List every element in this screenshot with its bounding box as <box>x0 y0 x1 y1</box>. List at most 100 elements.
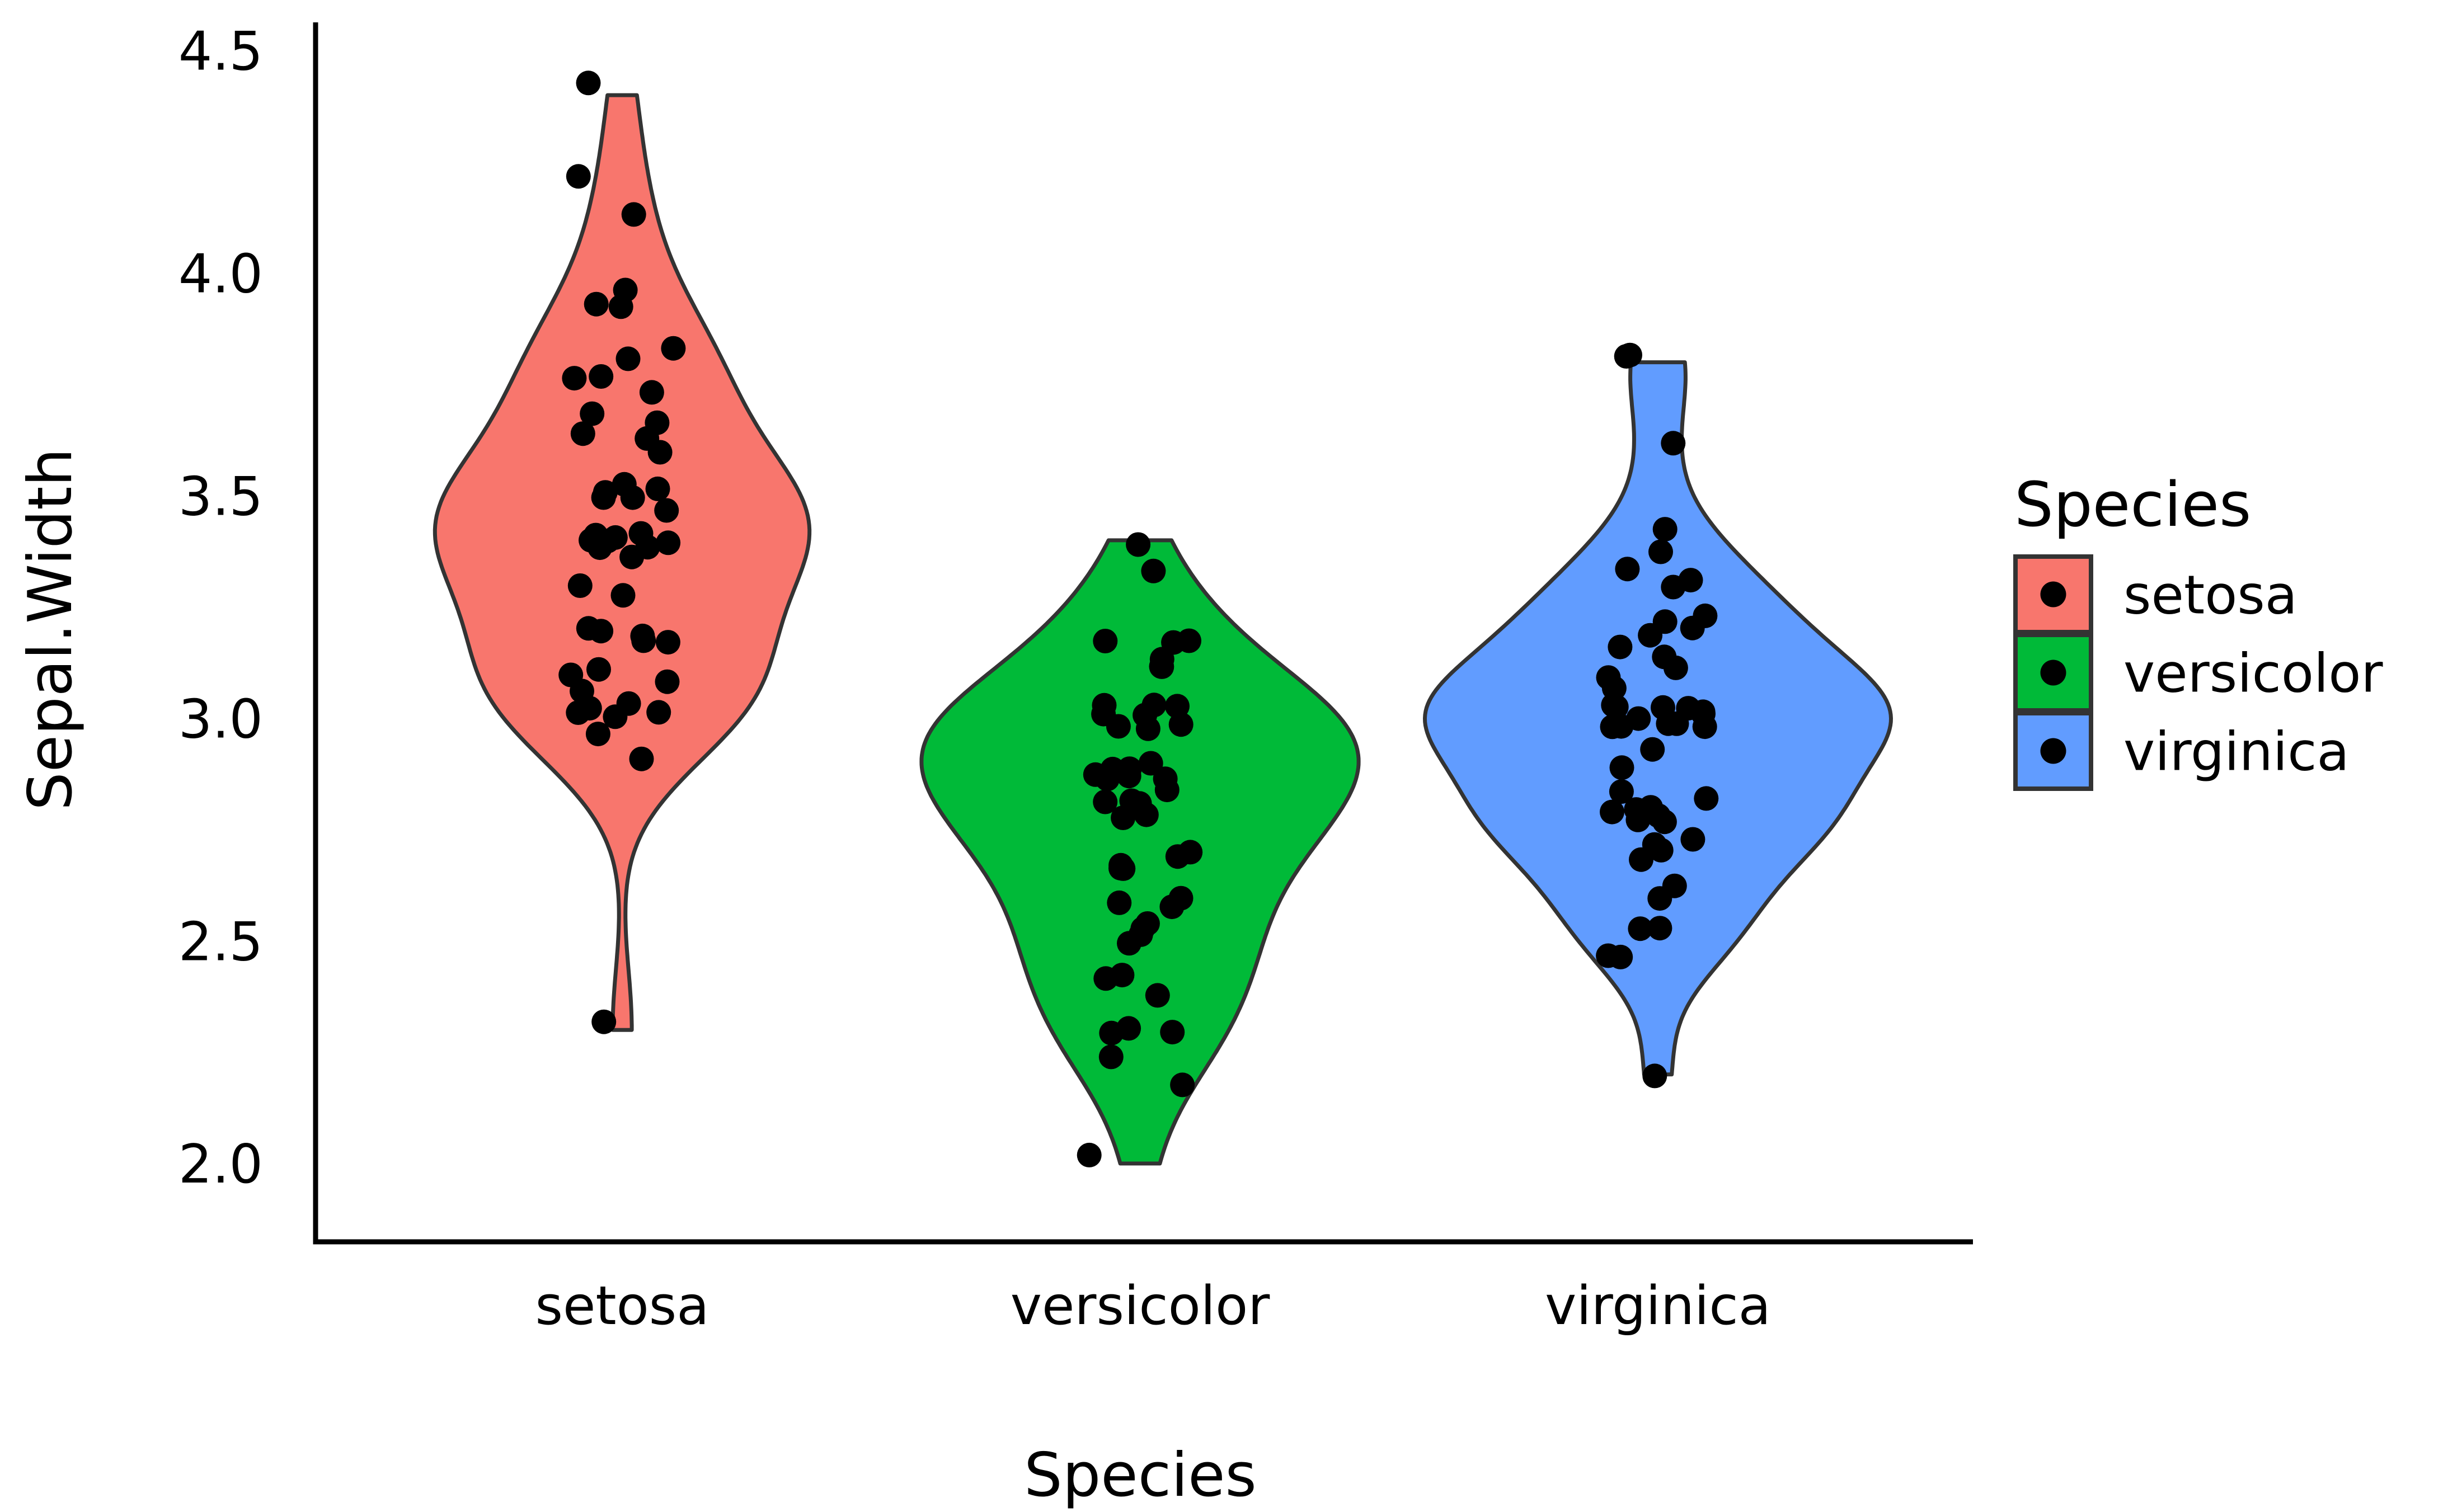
jitter-point-virginica <box>1596 665 1621 690</box>
jitter-point-versicolor <box>1177 628 1201 653</box>
jitter-point-virginica <box>1652 644 1677 670</box>
x-tick-label-versicolor: versicolor <box>1011 1275 1270 1337</box>
jitter-point-setosa <box>576 70 601 96</box>
jitter-point-setosa <box>570 421 595 446</box>
jitter-point-setosa <box>566 700 591 725</box>
jitter-point-setosa <box>589 619 614 644</box>
jitter-point-versicolor <box>1126 532 1151 557</box>
jitter-point-setosa <box>566 164 591 189</box>
jitter-point-setosa <box>615 346 641 371</box>
jitter-point-versicolor <box>1149 647 1174 672</box>
jitter-point-virginica <box>1608 634 1633 660</box>
jitter-point-versicolor <box>1135 716 1160 741</box>
jitter-point-setosa <box>655 630 680 655</box>
jitter-point-virginica <box>1629 847 1653 872</box>
jitter-point-virginica <box>1647 916 1672 941</box>
jitter-point-setosa <box>608 294 633 319</box>
jitter-point-versicolor <box>1141 558 1166 583</box>
jitter-point-virginica <box>1626 706 1651 731</box>
jitter-point-setosa <box>629 746 654 771</box>
jitter-point-virginica <box>1661 574 1686 600</box>
jitter-point-versicolor <box>1108 856 1133 881</box>
jitter-point-versicolor <box>1093 789 1118 814</box>
y-tick-label: 2.0 <box>178 1134 263 1195</box>
jitter-point-virginica <box>1618 342 1642 368</box>
jitter-point-virginica <box>1661 431 1686 456</box>
legend-key-virginica <box>2013 711 2093 791</box>
jitter-point-virginica <box>1694 786 1719 811</box>
jitter-point-setosa <box>570 679 594 704</box>
jitter-point-versicolor <box>1160 1020 1185 1045</box>
jitter-point-versicolor <box>1127 791 1152 816</box>
jitter-point-setosa <box>639 380 664 405</box>
jitter-point-setosa <box>655 669 680 694</box>
jitter-point-setosa <box>654 498 679 523</box>
jitter-point-setosa <box>628 521 654 546</box>
jitter-point-setosa <box>612 472 637 497</box>
jitter-point-setosa <box>562 366 587 391</box>
jitter-point-setosa <box>610 583 636 608</box>
jitter-point-virginica <box>1652 809 1677 835</box>
axis-lines <box>313 22 1973 1245</box>
jitter-point-versicolor <box>1138 751 1163 776</box>
legend-key-point-icon <box>2040 738 2066 764</box>
x-tick-label-setosa: setosa <box>535 1275 709 1337</box>
y-tick-label: 4.0 <box>178 244 263 305</box>
jitter-point-setosa <box>603 525 628 550</box>
violin-versicolor <box>919 538 1361 1166</box>
y-tick-label: 3.5 <box>178 467 263 528</box>
jitter-point-virginica <box>1642 1063 1667 1089</box>
jitter-point-setosa <box>584 291 609 317</box>
jitter-point-setosa <box>661 336 686 361</box>
jitter-point-virginica <box>1600 714 1625 739</box>
jitter-point-versicolor <box>1077 1142 1102 1167</box>
legend-key-point-icon <box>2040 581 2066 607</box>
jitter-point-setosa <box>580 401 605 426</box>
y-axis-title: Sepal.Width <box>16 448 86 811</box>
x-tick-label-virginica: virginica <box>1545 1275 1771 1337</box>
jitter-point-setosa <box>645 476 670 501</box>
jitter-point-setosa <box>589 364 614 389</box>
jitter-point-versicolor <box>1165 694 1190 719</box>
jitter-point-versicolor <box>1093 966 1119 991</box>
jitter-point-versicolor <box>1128 922 1153 947</box>
jitter-point-virginica <box>1604 694 1629 719</box>
jitter-point-setosa <box>619 544 645 569</box>
jitter-point-versicolor <box>1168 712 1194 737</box>
jitter-point-virginica <box>1680 615 1705 640</box>
jitter-point-setosa <box>603 704 628 729</box>
jitter-point-virginica <box>1600 799 1624 825</box>
jitter-point-virginica <box>1609 779 1634 804</box>
jitter-point-versicolor <box>1178 840 1203 865</box>
legend-label-setosa: setosa <box>2123 565 2297 627</box>
jitter-point-setosa <box>646 700 671 725</box>
y-tick-label: 3.0 <box>178 689 263 750</box>
jitter-point-virginica <box>1638 623 1663 648</box>
jitter-point-setosa <box>585 722 610 747</box>
jitter-point-virginica <box>1690 699 1716 724</box>
y-tick-label: 4.5 <box>178 21 263 83</box>
legend-key-point-icon <box>2040 660 2066 686</box>
jitter-point-versicolor <box>1170 1072 1195 1098</box>
jitter-point-virginica <box>1662 873 1687 898</box>
y-tick-label: 2.5 <box>178 911 263 973</box>
legend-title: Species <box>2014 469 2251 540</box>
legend-label-versicolor: versicolor <box>2123 643 2383 705</box>
jitter-point-versicolor <box>1107 890 1132 915</box>
jitter-point-setosa <box>630 623 655 648</box>
jitter-point-setosa <box>621 202 646 227</box>
jitter-point-versicolor <box>1091 701 1116 727</box>
jitter-point-versicolor <box>1083 762 1108 787</box>
jitter-point-setosa <box>656 530 681 555</box>
jitter-point-versicolor <box>1093 629 1118 653</box>
jitter-point-setosa <box>591 1009 617 1034</box>
jitter-point-setosa <box>635 426 660 451</box>
jitter-point-versicolor <box>1098 1044 1124 1070</box>
jitter-point-virginica <box>1651 695 1675 720</box>
jitter-point-setosa <box>567 573 593 598</box>
jitter-point-virginica <box>1628 916 1653 941</box>
jitter-point-virginica <box>1608 944 1633 969</box>
jitter-point-versicolor <box>1154 778 1180 803</box>
